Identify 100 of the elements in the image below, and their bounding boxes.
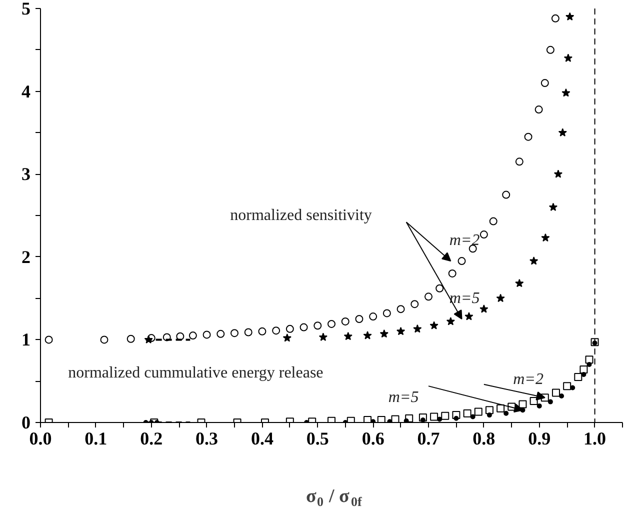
annotation: m=2 <box>513 370 544 388</box>
y-tick-label: 2 <box>22 246 30 267</box>
point <box>286 324 294 333</box>
point <box>436 284 444 292</box>
point <box>404 418 409 422</box>
point <box>437 416 442 422</box>
point <box>202 330 211 339</box>
point <box>188 332 197 340</box>
point <box>418 414 427 422</box>
point <box>518 400 527 408</box>
annotation: normalized sensitivity <box>230 207 372 224</box>
point <box>590 338 599 346</box>
x-tick-label: 1.0 <box>584 428 606 448</box>
x-tick-label: 0.6 <box>362 428 384 448</box>
point <box>504 410 509 416</box>
x-tick-label: 0.4 <box>250 428 274 448</box>
point <box>566 12 574 21</box>
point <box>574 372 582 381</box>
annotation: m=5 <box>449 290 480 307</box>
point <box>489 217 498 226</box>
y-tick-label: 1 <box>22 330 30 350</box>
point <box>230 329 238 338</box>
point <box>581 372 586 377</box>
x-tick-label: 0.9 <box>528 428 551 448</box>
point <box>176 332 184 340</box>
point <box>396 305 405 314</box>
point <box>314 322 322 330</box>
point <box>454 416 459 421</box>
point <box>559 394 564 398</box>
point <box>344 332 352 340</box>
point <box>377 416 386 422</box>
point <box>420 418 426 422</box>
point <box>534 106 543 114</box>
point <box>585 356 594 364</box>
point <box>480 304 488 313</box>
point <box>448 269 456 278</box>
point <box>147 334 156 342</box>
point <box>405 414 414 422</box>
point <box>364 416 372 422</box>
point <box>562 88 570 97</box>
point <box>258 327 266 336</box>
point <box>126 334 135 343</box>
point <box>496 404 505 412</box>
point <box>570 385 576 390</box>
point <box>496 294 505 302</box>
y-tick-label: 5 <box>22 0 30 18</box>
point <box>346 416 355 422</box>
x-tick-label: 0.3 <box>196 428 218 448</box>
point <box>341 317 350 326</box>
point <box>558 128 567 136</box>
point <box>515 278 524 288</box>
annotation: m=5 <box>388 389 419 406</box>
point <box>100 336 108 344</box>
point <box>551 14 560 22</box>
point <box>470 414 476 420</box>
point <box>486 412 492 418</box>
point <box>530 396 538 405</box>
point <box>162 333 171 342</box>
point <box>318 332 328 341</box>
point <box>548 202 558 211</box>
point <box>508 402 516 411</box>
point <box>580 366 588 374</box>
point <box>391 415 400 422</box>
point <box>536 403 542 408</box>
point <box>424 292 432 301</box>
point <box>480 230 488 239</box>
point <box>463 409 472 418</box>
point <box>380 329 388 338</box>
point <box>464 312 474 320</box>
point <box>452 411 460 420</box>
point <box>515 158 524 166</box>
point <box>485 406 494 414</box>
point <box>410 300 419 308</box>
point <box>328 320 336 328</box>
point <box>530 256 538 265</box>
x-tick-label: 0.2 <box>140 428 163 448</box>
point <box>413 324 422 333</box>
point <box>363 331 372 340</box>
point <box>355 315 364 323</box>
point <box>282 334 292 342</box>
point <box>441 412 450 420</box>
point <box>328 416 336 422</box>
y-tick-label: 4 <box>22 81 30 102</box>
point <box>552 388 560 397</box>
point <box>541 233 550 242</box>
point <box>524 132 532 141</box>
point <box>369 312 378 321</box>
point <box>244 328 252 336</box>
x-tick-label: 0.7 <box>417 428 440 448</box>
y-tick-label: 3 <box>22 164 30 184</box>
point <box>474 408 482 416</box>
point <box>468 244 477 253</box>
point <box>540 394 549 402</box>
point <box>502 190 510 199</box>
point <box>446 316 455 326</box>
annotation: normalized cummulative energy release <box>68 364 324 382</box>
x-tick-label: 0.0 <box>29 428 52 448</box>
point <box>586 362 592 368</box>
point <box>272 326 280 335</box>
x-tick-label: 0.1 <box>84 428 108 448</box>
